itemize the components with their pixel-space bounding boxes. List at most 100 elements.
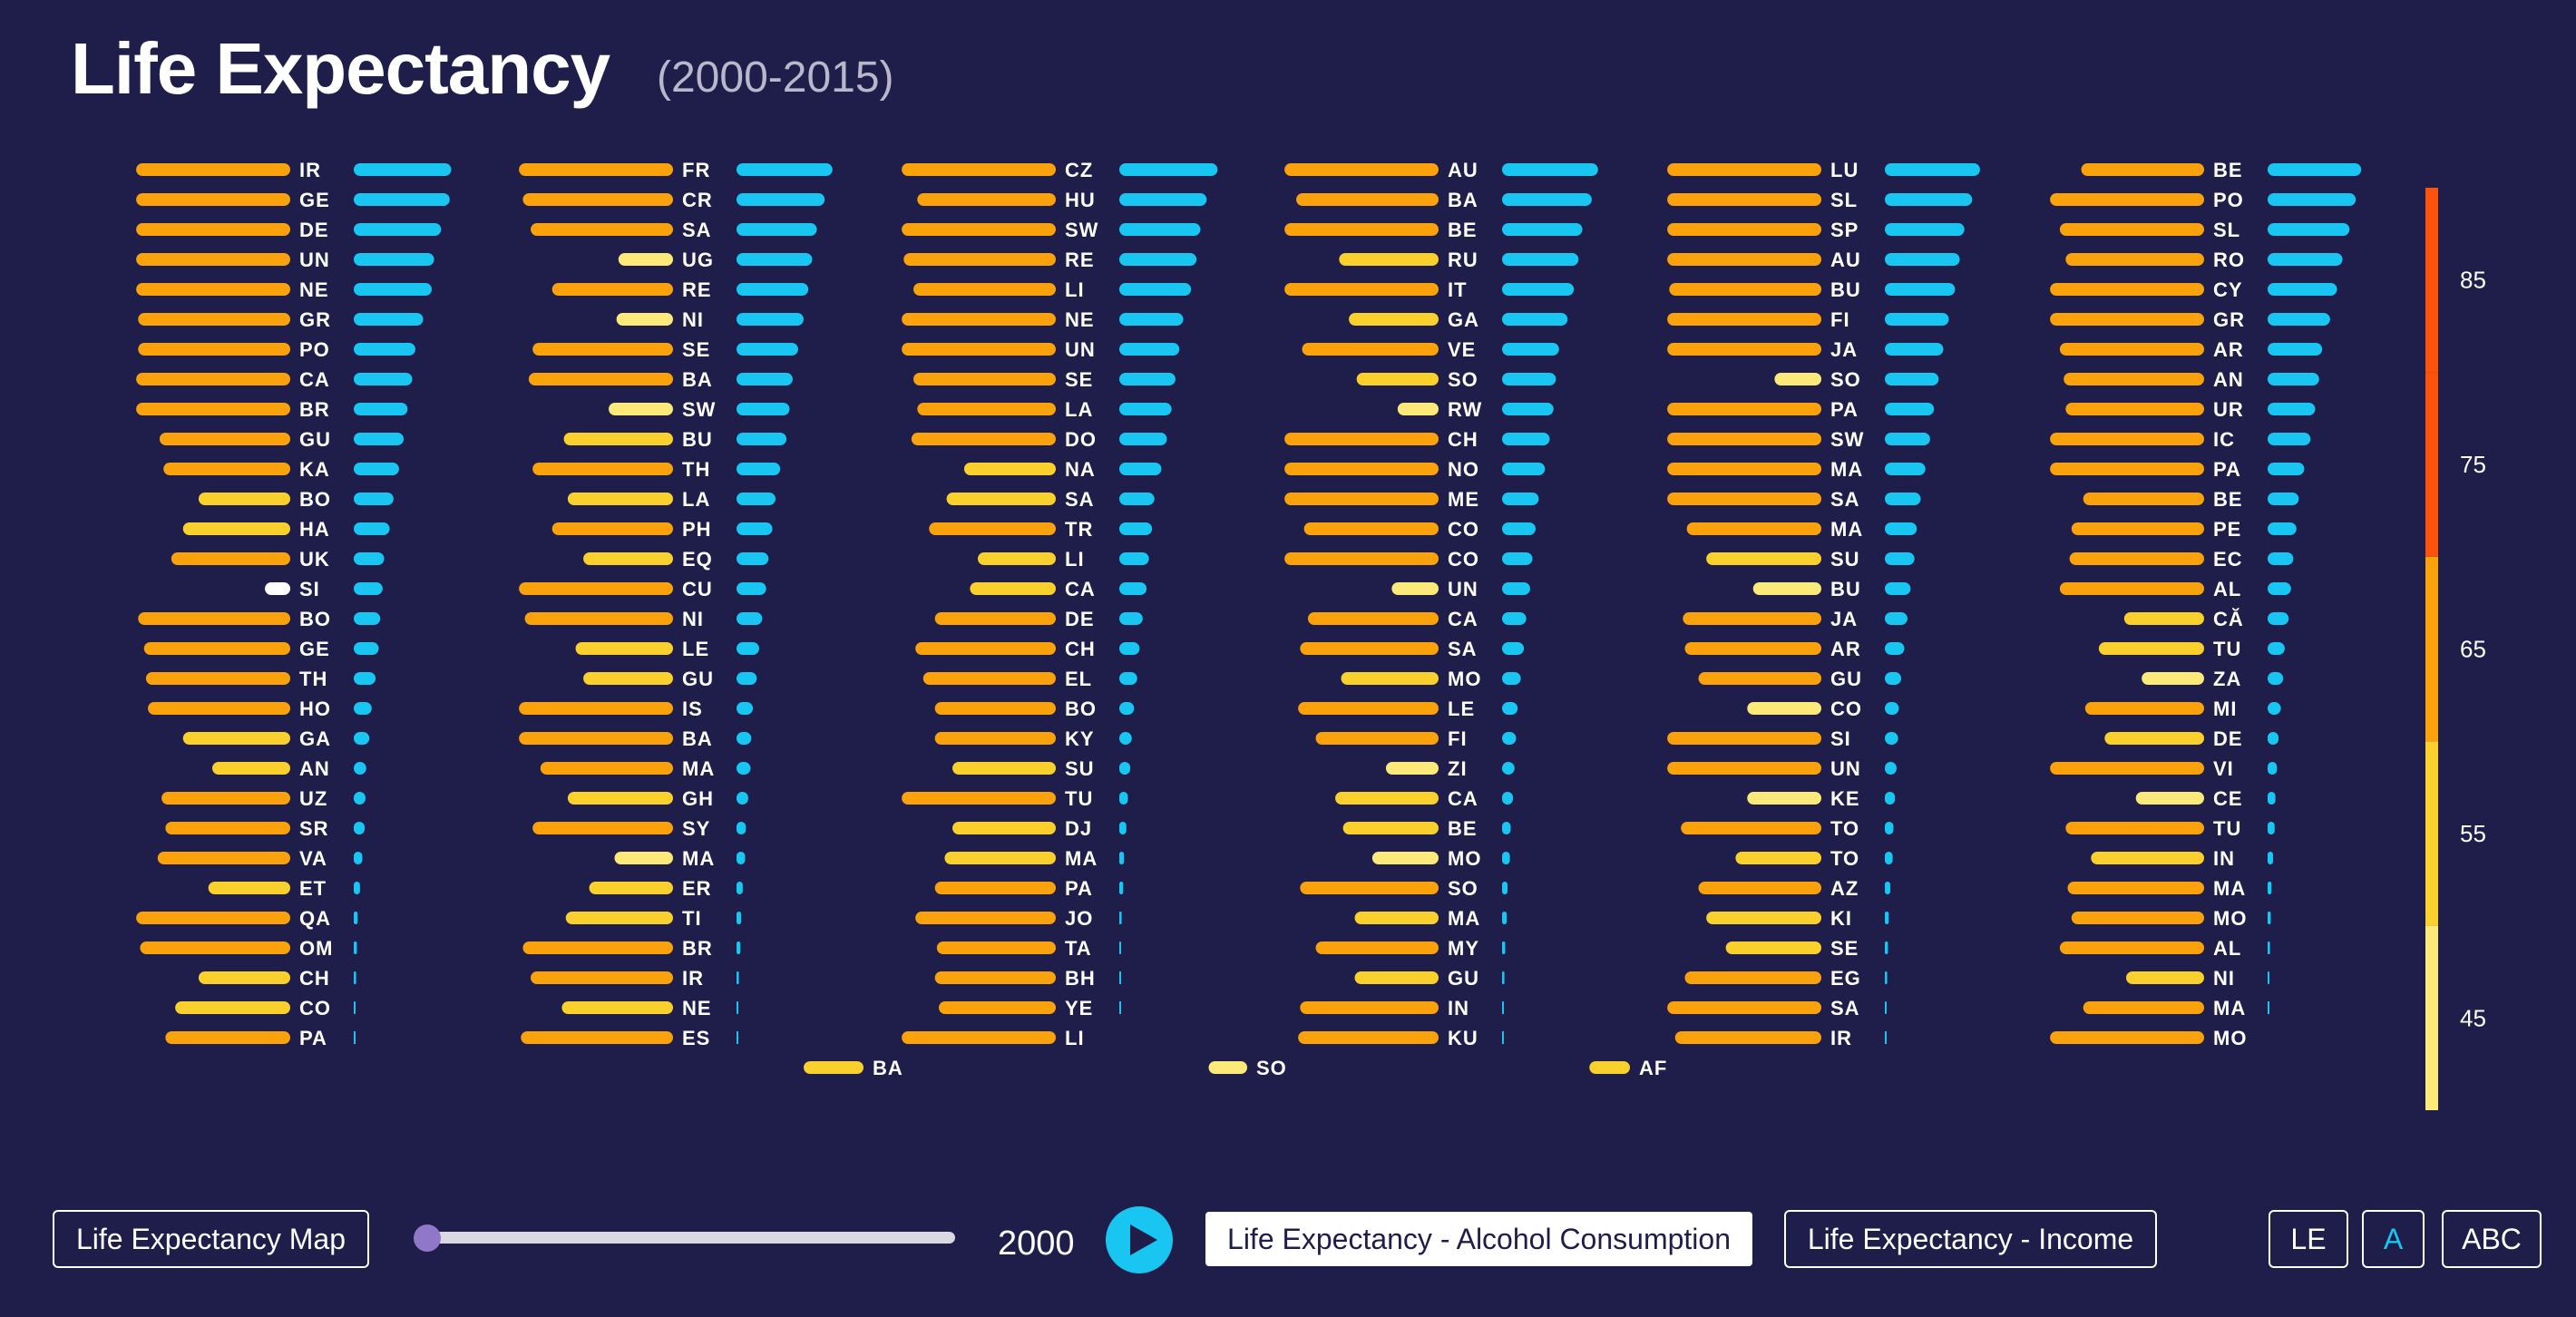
alcohol-bar[interactable] [354,822,366,834]
le-bar[interactable] [563,433,673,445]
alcohol-bar[interactable] [2268,642,2285,655]
alcohol-bar[interactable] [354,493,394,505]
le-bar[interactable] [902,343,1056,356]
alcohol-bar[interactable] [1885,433,1930,445]
alcohol-bar[interactable] [737,1001,738,1014]
alcohol-bar[interactable] [354,193,450,206]
alcohol-bar[interactable] [1502,852,1510,864]
alcohol-bar[interactable] [1119,582,1147,595]
le-bar[interactable] [2065,253,2204,266]
alcohol-bar[interactable] [1119,223,1201,236]
le-bar[interactable] [1284,433,1439,445]
le-bar[interactable] [1298,702,1439,715]
alcohol-bar[interactable] [1885,1031,1887,1044]
le-bar[interactable] [136,912,290,924]
le-bar[interactable] [1354,912,1439,924]
le-bar[interactable] [934,732,1056,745]
le-bar[interactable] [1391,582,1439,595]
alcohol-bar[interactable] [1502,343,1559,356]
le-bar[interactable] [1284,283,1439,296]
le-bar[interactable] [145,672,290,685]
le-bar[interactable] [1735,852,1821,864]
le-bar[interactable] [1300,882,1439,894]
le-bar[interactable] [159,433,290,445]
alcohol-bar[interactable] [354,732,370,745]
year-slider-track[interactable] [426,1232,955,1244]
alcohol-bar[interactable] [1502,672,1521,685]
alcohol-bar[interactable] [1885,373,1939,385]
alcohol-bar[interactable] [1885,343,1944,356]
alcohol-bar[interactable] [1885,283,1956,296]
le-bar[interactable] [804,1061,864,1074]
le-bar[interactable] [2083,493,2204,505]
le-bar[interactable] [1686,522,1821,535]
le-bar[interactable] [1284,463,1439,475]
le-bar[interactable] [1752,582,1821,595]
alcohol-bar[interactable] [737,433,787,445]
alcohol-bar[interactable] [1885,702,1899,715]
alcohol-bar[interactable] [1119,163,1218,176]
sort-by-alcohol-button[interactable]: A [2362,1210,2425,1268]
alcohol-bar[interactable] [1119,792,1128,805]
alcohol-bar[interactable] [737,1031,738,1044]
le-bar[interactable] [551,283,673,296]
le-bar[interactable] [1667,493,1821,505]
le-bar[interactable] [1341,672,1439,685]
le-bar[interactable] [934,702,1056,715]
le-bar[interactable] [1747,792,1821,805]
alcohol-bar[interactable] [1502,732,1517,745]
alcohol-bar[interactable] [2268,433,2311,445]
alcohol-bar[interactable] [1885,732,1898,745]
alcohol-bar[interactable] [2268,313,2330,326]
alcohol-bar[interactable] [2268,732,2279,745]
le-bar[interactable] [522,941,673,954]
alcohol-bar[interactable] [1119,882,1124,894]
alcohol-bar[interactable] [737,702,754,715]
alcohol-bar[interactable] [1119,552,1149,565]
alcohol-bar[interactable] [1119,732,1132,745]
year-slider-thumb[interactable] [414,1224,441,1252]
play-button[interactable] [1106,1206,1173,1273]
le-bar[interactable] [913,283,1056,296]
alcohol-bar[interactable] [354,253,434,266]
le-bar[interactable] [1335,792,1439,805]
alcohol-bar[interactable] [1502,762,1515,775]
alcohol-bar[interactable] [354,1001,356,1014]
alcohol-bar[interactable] [354,882,360,894]
le-bar[interactable] [1667,253,1821,266]
alcohol-bar[interactable] [737,552,769,565]
alcohol-bar[interactable] [1502,1031,1504,1044]
le-bar[interactable] [1371,852,1439,864]
le-bar[interactable] [136,223,290,236]
le-bar[interactable] [2050,193,2204,206]
le-bar[interactable] [1339,253,1439,266]
alcohol-bar[interactable] [737,522,773,535]
alcohol-bar[interactable] [2268,702,2281,715]
alcohol-bar[interactable] [354,762,366,775]
le-bar[interactable] [2123,612,2204,625]
le-bar[interactable] [978,552,1056,565]
alcohol-bar[interactable] [354,223,442,236]
alcohol-bar[interactable] [2268,163,2362,176]
le-bar[interactable] [532,343,673,356]
le-bar[interactable] [929,522,1056,535]
alcohol-bar[interactable] [737,373,793,385]
le-bar[interactable] [902,792,1056,805]
le-bar[interactable] [1684,971,1822,984]
alcohol-bar[interactable] [2268,193,2356,206]
alcohol-bar[interactable] [2268,283,2337,296]
alcohol-bar[interactable] [1885,612,1908,625]
le-bar[interactable] [265,582,290,595]
alcohol-bar[interactable] [1119,283,1192,296]
le-bar[interactable] [175,1001,290,1014]
alcohol-bar[interactable] [354,1031,356,1044]
le-bar[interactable] [2059,941,2204,954]
alcohol-bar[interactable] [1885,403,1935,415]
le-bar[interactable] [952,822,1056,834]
le-bar[interactable] [171,552,290,565]
le-bar[interactable] [609,403,673,415]
alcohol-bar[interactable] [354,163,452,176]
sort-by-le-button[interactable]: LE [2269,1210,2348,1268]
alcohol-bar[interactable] [1885,852,1893,864]
le-bar[interactable] [521,1031,673,1044]
